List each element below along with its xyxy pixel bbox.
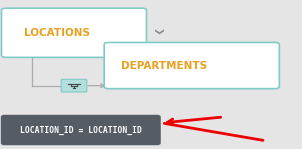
Text: ❯: ❯	[153, 28, 162, 36]
FancyBboxPatch shape	[2, 8, 146, 57]
Text: DEPARTMENTS: DEPARTMENTS	[121, 60, 207, 71]
FancyBboxPatch shape	[2, 115, 160, 145]
FancyBboxPatch shape	[61, 79, 87, 92]
Text: LOCATIONS: LOCATIONS	[24, 28, 90, 38]
FancyBboxPatch shape	[104, 42, 279, 89]
Text: LOCATION_ID = LOCATION_ID: LOCATION_ID = LOCATION_ID	[20, 125, 142, 135]
